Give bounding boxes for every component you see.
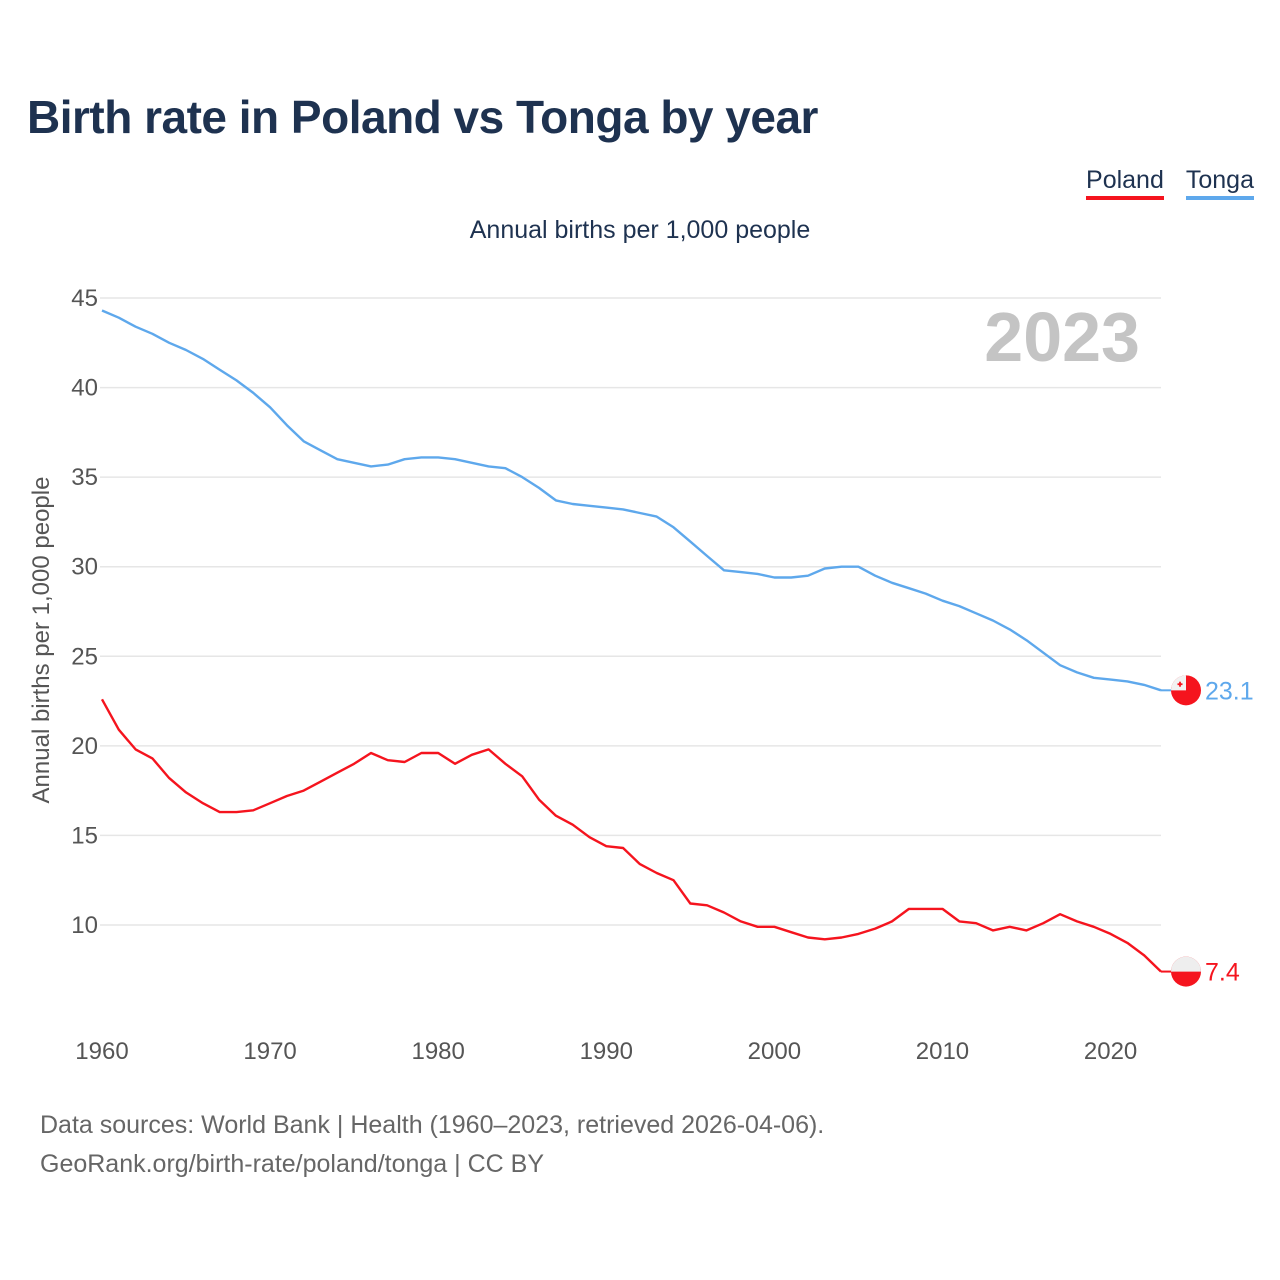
y-tick-label: 20 — [71, 733, 98, 760]
y-tick-label: 30 — [71, 554, 98, 581]
tonga-flag-cross — [1179, 681, 1181, 687]
y-tick-label: 35 — [71, 464, 98, 491]
year-label: 2023 — [984, 298, 1140, 376]
y-tick-label: 45 — [71, 285, 98, 312]
legend-tonga[interactable]: Tonga — [1185, 166, 1254, 200]
y-tick-label: 10 — [71, 912, 98, 939]
x-tick-label: 2000 — [748, 1038, 801, 1065]
legend-poland[interactable]: Poland — [1086, 166, 1164, 200]
end-value-label: 7.4 — [1205, 959, 1240, 987]
chart-subtitle: Annual births per 1,000 people — [469, 216, 811, 244]
x-tick-label: 2020 — [1084, 1038, 1137, 1065]
source-line-2[interactable]: GeoRank.org/birth-rate/poland/tonga | CC… — [40, 1150, 544, 1178]
y-tick-label: 25 — [71, 643, 98, 670]
legend: Poland Tonga — [1086, 166, 1254, 200]
source-line-1: Data sources: World Bank | Health (1960–… — [40, 1111, 825, 1139]
poland-flag-white — [1171, 956, 1201, 972]
x-tick-label: 1960 — [75, 1038, 128, 1065]
y-tick-label: 15 — [71, 822, 98, 849]
source-note: Data sources: World Bank | Health (1960–… — [40, 1106, 824, 1184]
x-tick-label: 1970 — [243, 1038, 296, 1065]
tonga-flag-canton — [1171, 675, 1186, 691]
x-tick-label: 1990 — [580, 1038, 633, 1065]
x-tick-label: 1980 — [411, 1038, 464, 1065]
chart-title: Birth rate in Poland vs Tonga by year — [27, 91, 818, 143]
series-line-poland — [100, 698, 1162, 973]
series-line-tonga — [101, 309, 1162, 692]
end-value-label: 23.1 — [1205, 677, 1254, 705]
y-tick-label: 40 — [71, 375, 98, 402]
x-tick-label: 2010 — [916, 1038, 969, 1065]
